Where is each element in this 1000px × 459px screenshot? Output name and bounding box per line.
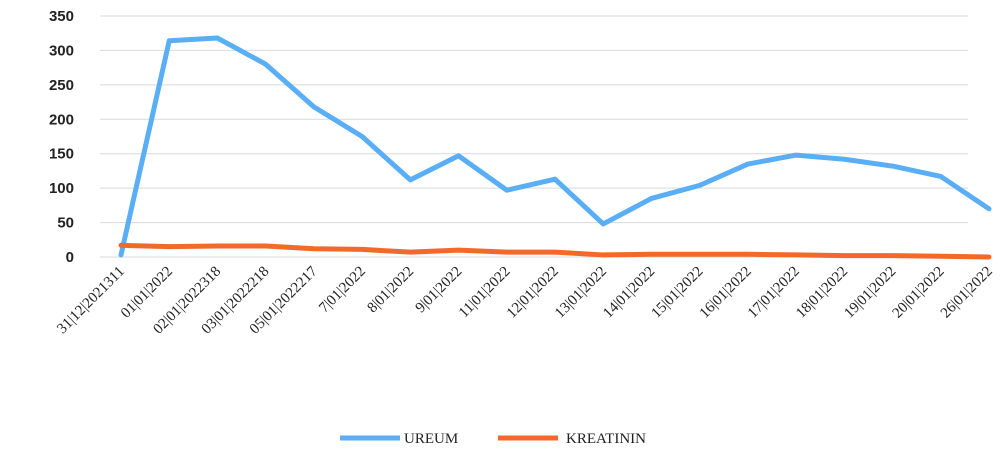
x-tick-label: 31|12|2021311 [54, 264, 128, 338]
x-tick-label: 13|01|2022 [552, 264, 610, 322]
x-tick-label: 18|01|2022 [793, 264, 851, 322]
x-tick-label: 15|01|2022 [649, 264, 707, 322]
series-lines [118, 35, 992, 260]
x-tick-label: 20|01|2022 [890, 264, 948, 322]
y-tick-label: 100 [49, 180, 74, 197]
x-axis-ticks: 31|12|202131101|01|202202|01|202231803|0… [54, 263, 996, 337]
legend-label-ureum: UREUM [404, 431, 458, 447]
x-tick-label: 7|01|2022 [316, 264, 369, 317]
x-tick-label: 14|01|2022 [600, 264, 658, 322]
y-tick-label: 350 [49, 8, 74, 25]
y-tick-label: 0 [66, 249, 74, 266]
y-tick-label: 200 [49, 111, 74, 128]
x-tick-label: 8|01|2022 [364, 264, 417, 317]
x-tick-label: 17|01|2022 [745, 264, 803, 322]
legend: UREUM KREATININ [340, 431, 646, 447]
y-tick-label: 50 [57, 215, 74, 232]
y-tick-label: 150 [49, 146, 74, 163]
x-tick-label: 26|01|2022 [938, 264, 996, 322]
gridlines [100, 15, 968, 258]
y-axis-ticks: 0 50 100 150 200 250 300 350 [49, 8, 74, 266]
x-tick-label: 19|01|2022 [841, 264, 899, 322]
y-tick-label: 300 [49, 42, 74, 59]
legend-label-kreatinin: KREATININ [566, 431, 646, 447]
x-tick-label: 16|01|2022 [697, 264, 755, 322]
series-line-kreatinin [118, 242, 992, 260]
x-tick-label: 12|01|2022 [504, 264, 562, 322]
y-tick-label: 250 [49, 77, 74, 94]
